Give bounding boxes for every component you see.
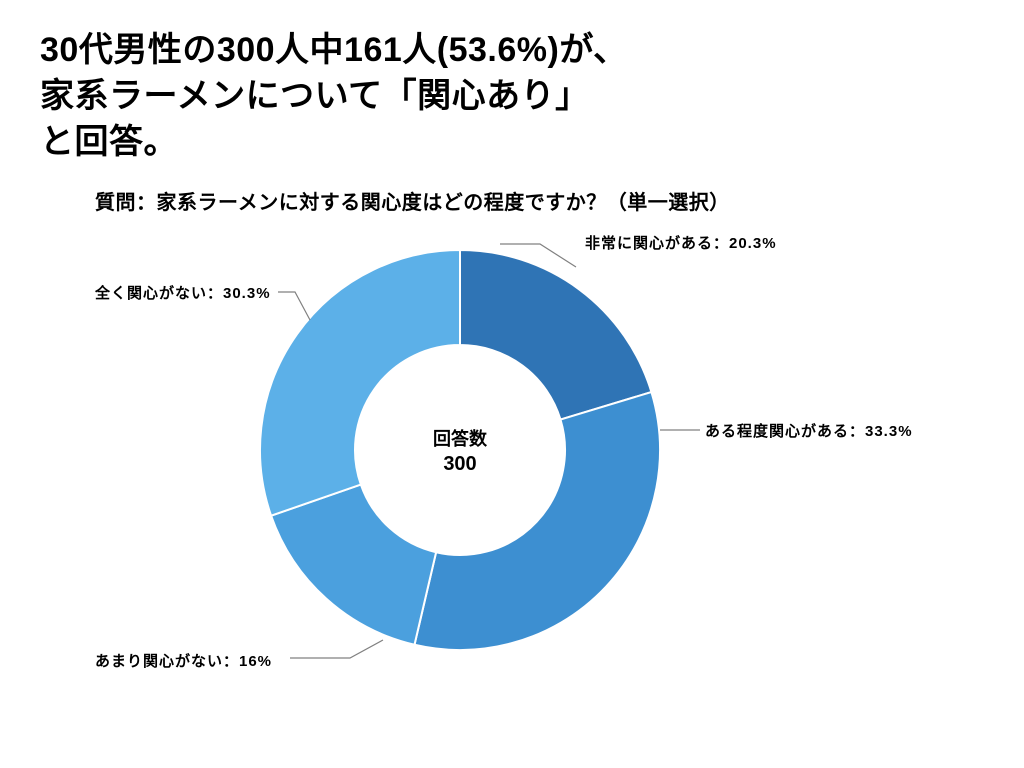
slice-label-0: 非常に関心がある：20.3%: [585, 232, 777, 253]
slice-label-1: ある程度関心がある：33.3%: [705, 420, 913, 441]
slice-label-3: 全く関心がない：30.3%: [95, 282, 271, 303]
donut-slice-1: [414, 392, 660, 650]
donut-slice-0: [460, 250, 651, 420]
slice-label-2: あまり関心がない：16%: [95, 650, 272, 671]
donut-wrap: [260, 250, 660, 650]
headline-text: 30代男性の300人中161人(53.6%)が、家系ラーメンについて「関心あり」…: [40, 28, 628, 166]
donut-slice-3: [260, 250, 460, 516]
donut-chart: 回答数 300 非常に関心がある：20.3% ある程度関心がある：33.3% あ…: [0, 220, 1024, 740]
question-text: 質問：家系ラーメンに対する関心度はどの程度ですか？（単一選択）: [95, 186, 730, 215]
donut-svg: [260, 250, 660, 650]
donut-slice-2: [271, 485, 436, 645]
page-root: 30代男性の300人中161人(53.6%)が、家系ラーメンについて「関心あり」…: [0, 0, 1024, 768]
